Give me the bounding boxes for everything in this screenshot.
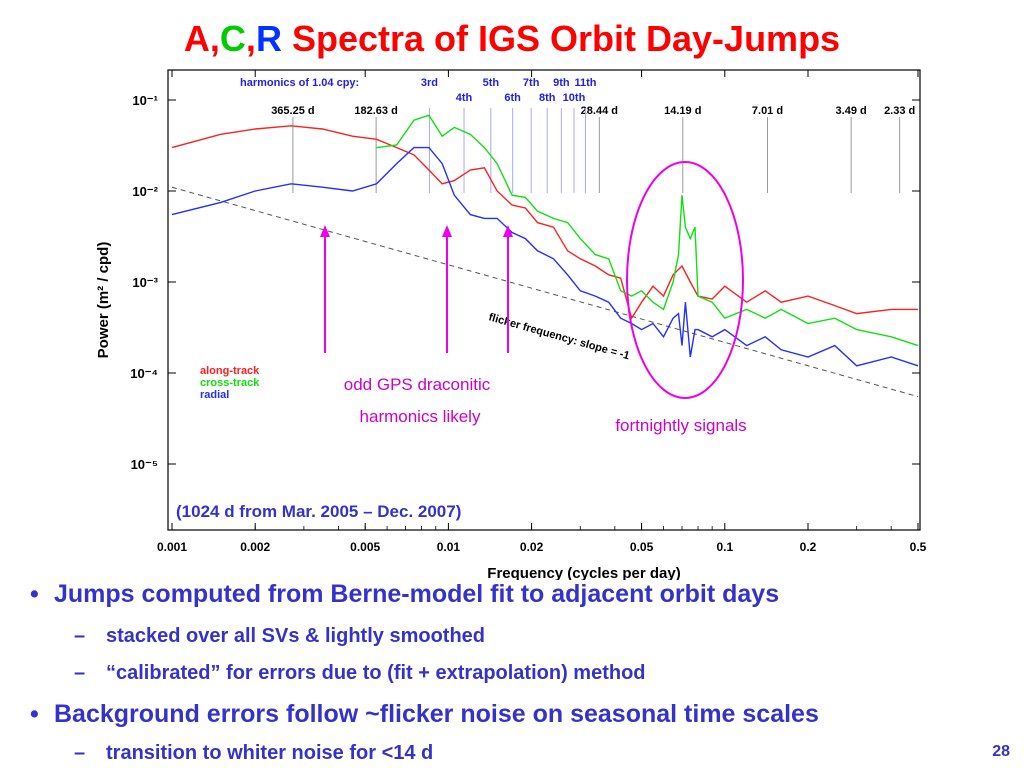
spectrum-chart: 0.001 0.002 0.005 0.01 0.02 0.05 0.1 0.2 0.5 10⁻¹… (95, 69, 927, 580)
period-marker-label: 14.19 d (664, 105, 701, 117)
x-tick-label: 0.005 (350, 540, 380, 554)
legend-entry: radial (200, 389, 229, 401)
fortnightly-ellipse (626, 161, 744, 399)
period-marker-label: 365.25 d (271, 105, 314, 117)
series-line-cross-track (376, 114, 919, 347)
bullet-1-text: Jumps computed from Berne-model fit to a… (54, 580, 780, 608)
slide-title: A,C,R Spectra of IGS Orbit Day-Jumps (183, 18, 841, 59)
page-number: 28 (992, 743, 1010, 760)
title-rest: Spectra of IGS Orbit Day-Jumps (291, 18, 841, 59)
bullet-2-sub-1: – transition to whiter noise for <14 d (74, 742, 434, 764)
y-tick-label: 10⁻⁴ (130, 366, 158, 381)
bullet-1-sub-1: – stacked over all SVs & lightly smoothed (74, 625, 486, 647)
period-marker-label: 3.49 d (836, 105, 867, 117)
period-marker-label: 7.01 d (752, 105, 783, 117)
harmonics-title: harmonics of 1.04 cpy: (240, 77, 359, 89)
annotation-draconitic-2: harmonics likely (360, 407, 481, 426)
bullet-1-sub-2-text: “calibrated” for errors due to (fit + ex… (106, 662, 646, 684)
x-tick-label: 0.1 (716, 540, 733, 554)
x-tick-label: 0.002 (240, 540, 270, 554)
annotation-fortnightly: fortnightly signals (615, 416, 746, 435)
x-axis-label: Frequency (cycles per day) (487, 565, 680, 580)
flicker-reference-line (171, 186, 919, 398)
bullet-1-sub-2: – “calibrated” for errors due to (fit + e… (74, 662, 646, 684)
bullet-1-sub-1-text: stacked over all SVs & lightly smoothed (106, 625, 486, 647)
x-tick-label: 0.01 (437, 540, 461, 554)
harmonic-label: 8th (539, 92, 556, 104)
y-tick-label: 10⁻³ (132, 275, 158, 290)
harmonic-label: 5th (483, 77, 500, 89)
legend-entry: along-track (200, 365, 260, 377)
y-axis-label: Power (m² / cpd) (95, 242, 112, 359)
y-tick-label: 10⁻² (132, 184, 158, 199)
harmonic-label: 3rd (421, 77, 438, 89)
harmonic-label: 10th (563, 92, 586, 104)
title-r: R (255, 18, 282, 59)
annotation-draconitic-1: odd GPS draconitic (344, 375, 491, 394)
bullet-2-sub-1-text: transition to whiter noise for <14 d (106, 742, 434, 764)
legend-entry: cross-track (200, 377, 260, 389)
harmonic-label: 6th (504, 92, 521, 104)
x-tick-label: 0.02 (520, 540, 544, 554)
harmonic-label: 9th (553, 77, 570, 89)
y-tick-label: 10⁻¹ (132, 93, 158, 108)
bullet-2-text: Background errors follow ~flicker noise … (54, 700, 819, 728)
draconitic-arrowhead (503, 225, 513, 237)
x-tick-label: 0.2 (800, 540, 817, 554)
x-tick-label: 0.05 (630, 540, 654, 554)
title-c: C (219, 18, 246, 59)
harmonic-label: 11th (574, 77, 596, 89)
bullet-2: • Background errors follow ~flicker noise… (30, 700, 819, 728)
title-a: A (183, 18, 210, 59)
draconitic-arrowhead (442, 225, 452, 237)
bullet-1: • Jumps computed from Berne-model fit to … (30, 580, 780, 608)
harmonic-label: 7th (523, 77, 540, 89)
harmonic-label: 4th (456, 92, 473, 104)
annotation-span: (1024 d from Mar. 2005 – Dec. 2007) (176, 502, 461, 521)
y-tick-label: 10⁻⁵ (131, 457, 158, 472)
period-marker-label: 182.63 d (354, 105, 397, 117)
x-tick-label: 0.001 (157, 540, 187, 554)
series-line-radial (171, 146, 919, 367)
x-tick-label: 0.5 (910, 540, 927, 554)
plot-frame (167, 69, 921, 531)
draconitic-arrowhead (320, 225, 330, 237)
series-line-along-track (171, 125, 918, 320)
period-marker-label: 2.33 d (884, 105, 915, 117)
period-marker-label: 28.44 d (581, 105, 618, 117)
